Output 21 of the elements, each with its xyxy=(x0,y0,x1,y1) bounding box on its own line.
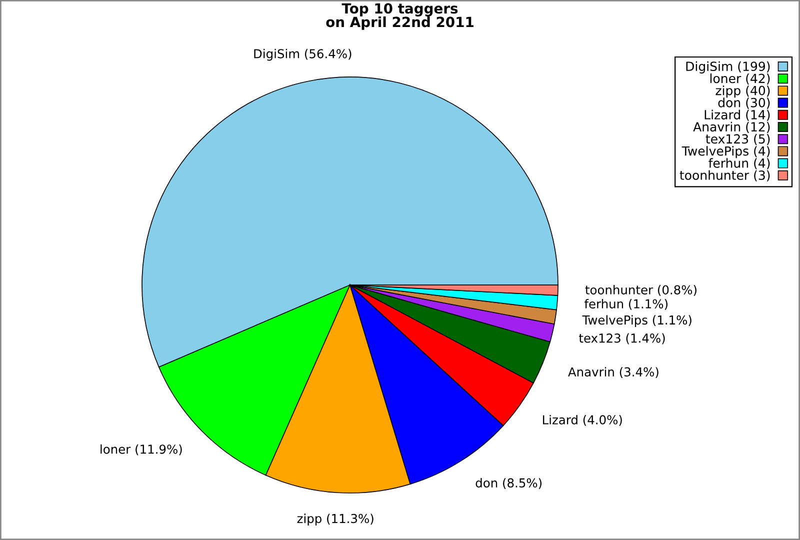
legend-label: loner (42) xyxy=(710,73,770,85)
data-label: tex123 (1.4%) xyxy=(579,333,665,344)
data-label: Anavrin (3.4%) xyxy=(568,367,658,378)
chart-title: Top 10 taggers on April 22nd 2011 xyxy=(326,3,474,30)
legend-label: Lizard (14) xyxy=(704,110,770,121)
data-label: DigiSim (56.4%) xyxy=(254,48,352,61)
data-label: loner (11.9%) xyxy=(100,444,182,456)
data-label: zipp (11.3%) xyxy=(297,514,374,526)
data-label: Lizard (4.0%) xyxy=(542,414,622,426)
data-label: toonhunter (0.8%) xyxy=(585,285,696,296)
legend-label: zipp (40) xyxy=(716,86,770,98)
legend-label: don (30) xyxy=(718,98,770,109)
legend-label: TwelvePips (4) xyxy=(682,146,770,158)
legend-label: DigiSim (199) xyxy=(686,61,770,74)
data-label: ferhun (1.1%) xyxy=(584,299,668,310)
legend-label: ferhun (4) xyxy=(708,158,770,170)
data-label: TwelvePips (1.1%) xyxy=(582,315,692,327)
legend-label: tex123 (5) xyxy=(706,134,770,146)
legend-label: toonhunter (3) xyxy=(680,170,770,182)
legend-label: Anavrin (12) xyxy=(693,122,770,134)
data-label: don (8.5%) xyxy=(476,478,542,489)
